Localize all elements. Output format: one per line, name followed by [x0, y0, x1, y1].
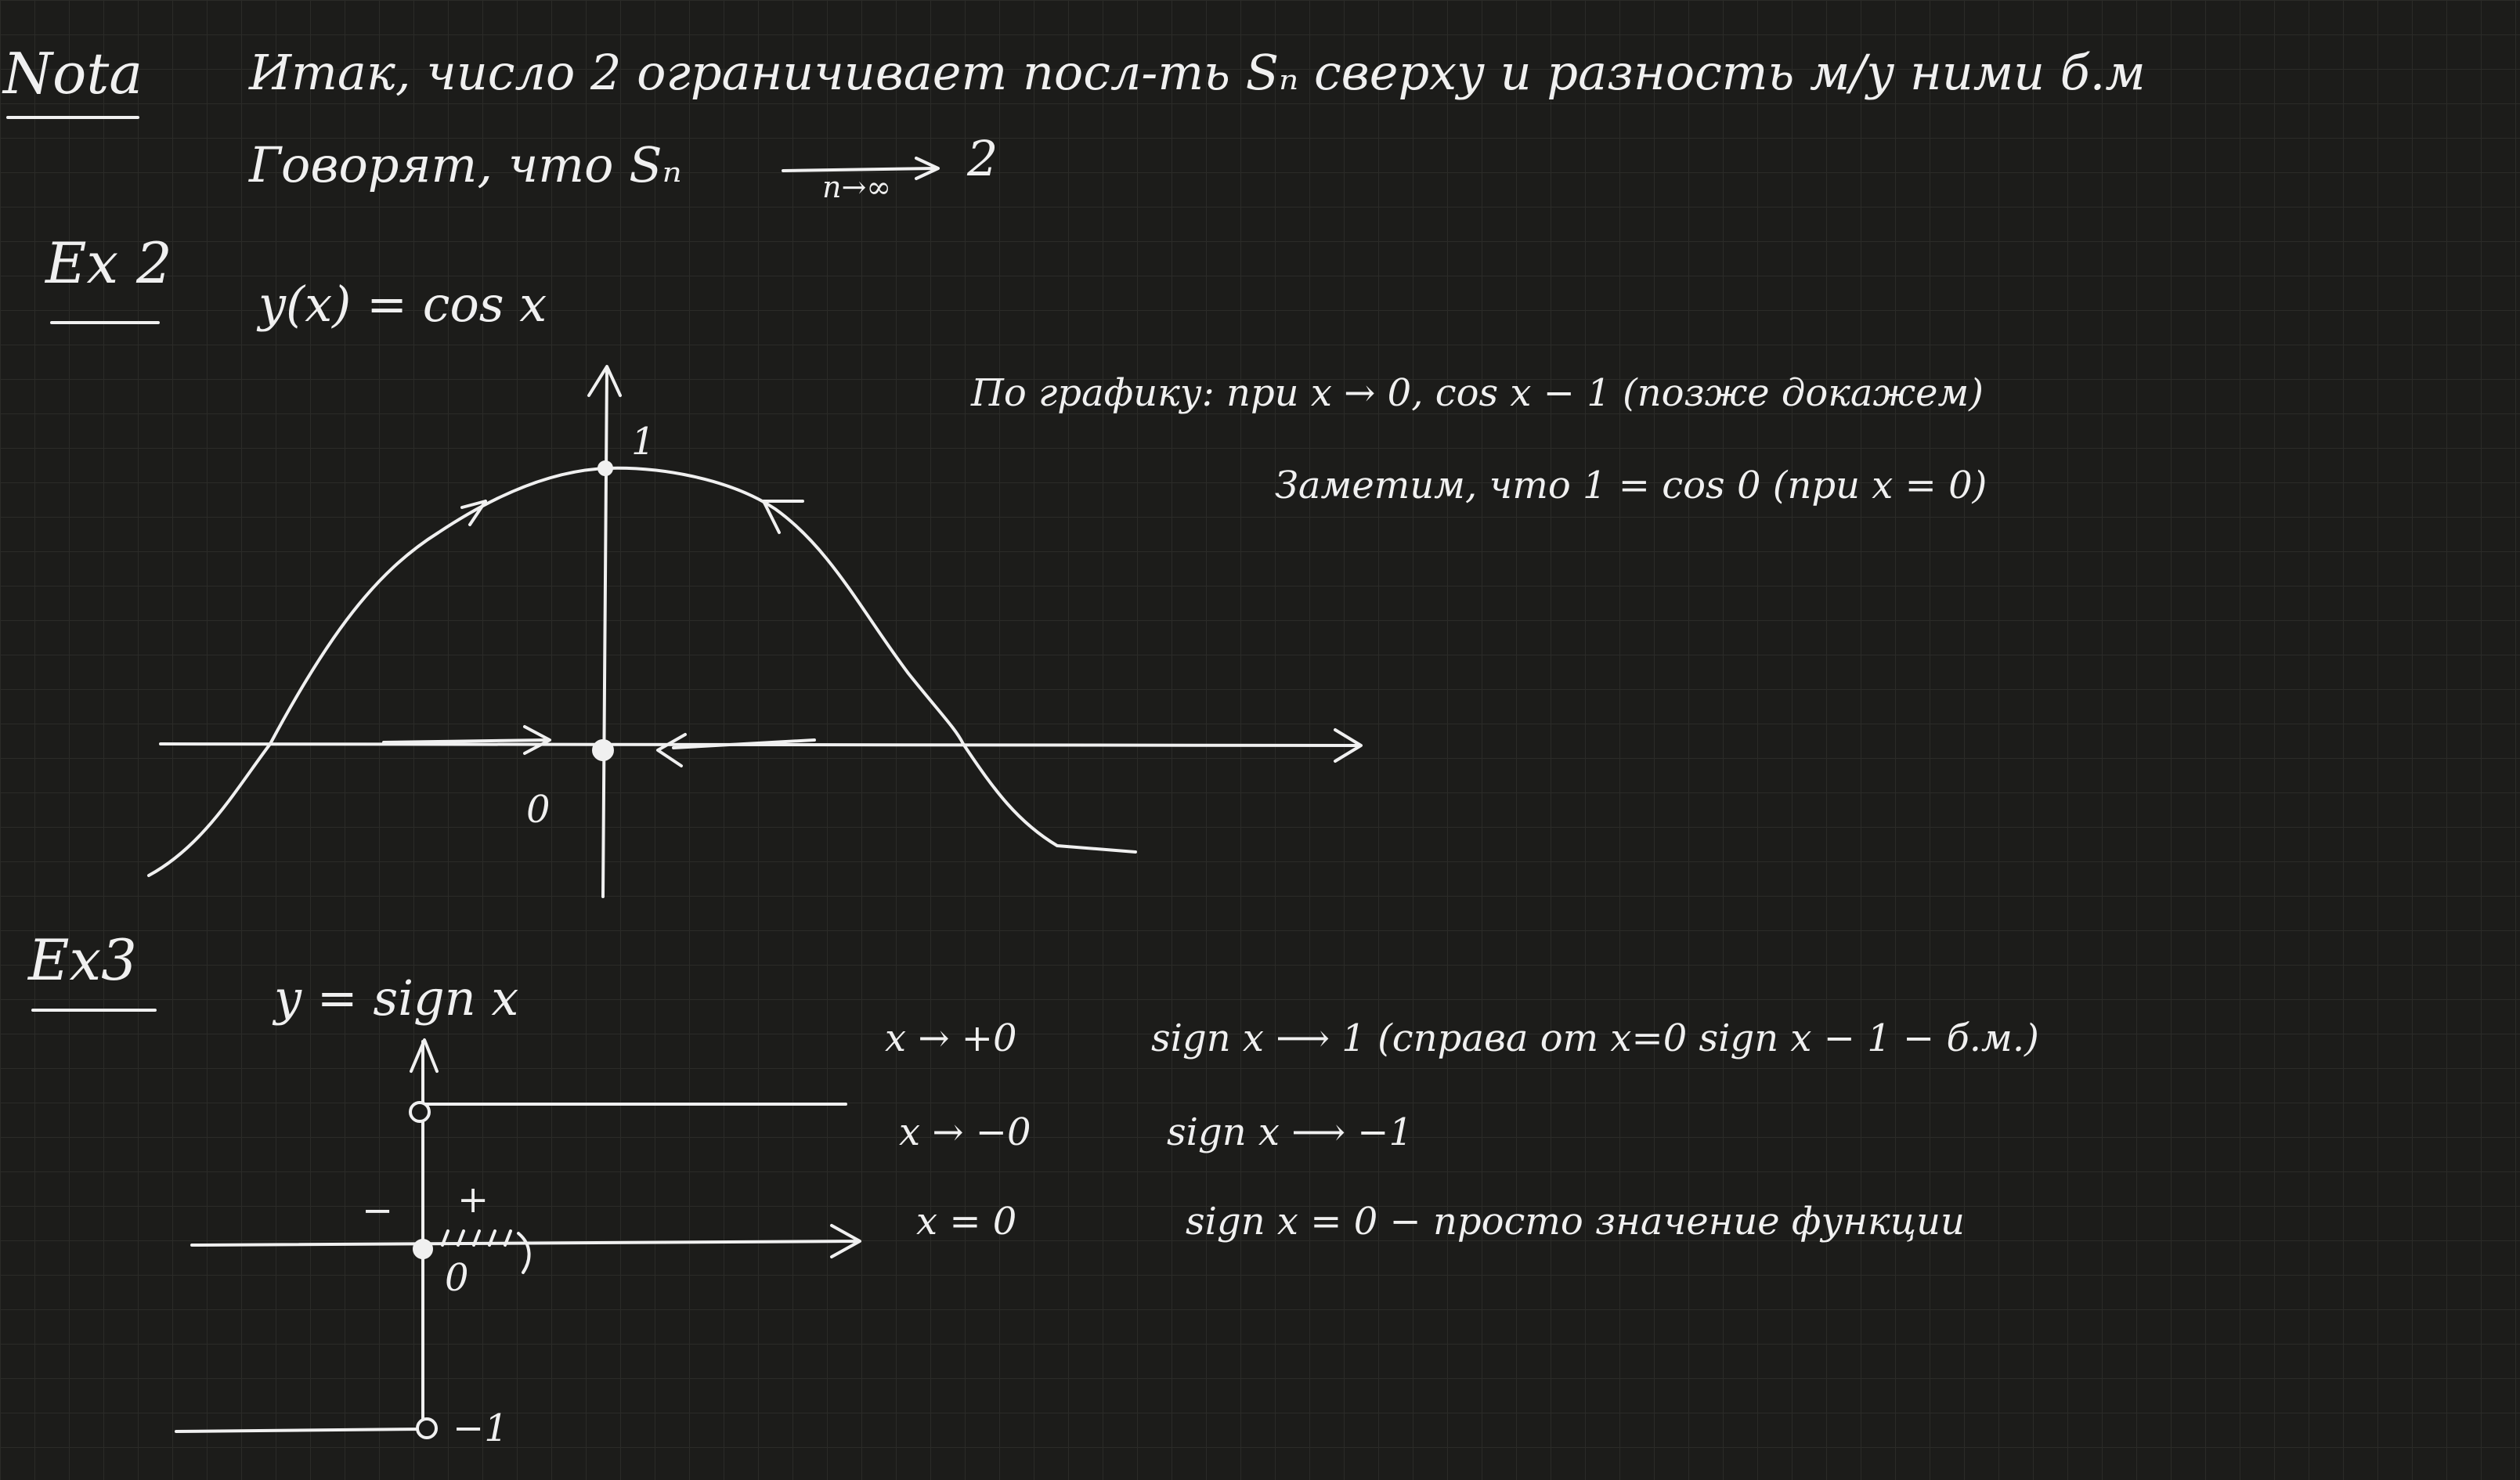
sign-upper-open-point — [409, 1101, 431, 1123]
cos-left-curve-arrow — [460, 500, 487, 526]
sign-neg-level-label: −1 — [453, 1406, 508, 1450]
ex3-row-3-condition: x = 0 — [916, 1200, 1017, 1244]
nota-underline — [6, 116, 139, 119]
cos-x-axis — [159, 728, 1363, 763]
sign-origin-point — [413, 1239, 433, 1259]
ex3-row-2-result: sign x ⟶ −1 — [1167, 1110, 1413, 1154]
limit-arrow — [782, 157, 940, 180]
sign-lower-open-point — [416, 1417, 438, 1439]
limit-value: 2 — [967, 130, 998, 187]
ex2-function: y(x) = cos x — [258, 276, 547, 333]
ex2-label: Ex 2 — [45, 230, 172, 296]
nota-line-1: Итак, число 2 ограничивает посл-ть Sₙ св… — [249, 44, 2146, 101]
cos-curve — [147, 466, 1137, 877]
cos-origin-point — [592, 739, 614, 761]
cos-y-axis — [587, 365, 622, 898]
ex3-row-2-condition: x → −0 — [899, 1110, 1031, 1154]
ex3-row-1-condition: x → +0 — [885, 1016, 1017, 1060]
cos-right-approach-arrow — [656, 733, 816, 767]
sign-hatching — [441, 1229, 531, 1274]
nota-line-2: Говорят, что Sₙ — [249, 136, 682, 193]
ex3-row-1-result: sign x ⟶ 1 (справа от x=0 sign x − 1 − б… — [1151, 1016, 2039, 1060]
sign-origin-label: 0 — [445, 1256, 469, 1300]
ex2-remark-2: Заметим, что 1 = cos 0 (при x = 0) — [1275, 464, 1987, 507]
cos-max-point — [598, 460, 613, 476]
limit-subscript: n→∞ — [822, 170, 891, 204]
sign-plus-label: + — [457, 1178, 489, 1222]
ex2-remark-1: По графику: при x → 0, cos x − 1 (позже … — [971, 371, 1984, 415]
ex3-function: y = sign x — [274, 969, 519, 1027]
nota-label: Nota — [3, 41, 143, 106]
ex3-underline — [31, 1009, 157, 1012]
sign-graph — [175, 1038, 861, 1439]
ex3-row-3-result: sign x = 0 − просто значение функции — [1186, 1200, 1965, 1244]
sign-y-axis — [410, 1038, 439, 1436]
cos-y-tick-label: 1 — [631, 420, 655, 464]
sign-minus-label: − — [362, 1189, 394, 1233]
cos-right-curve-arrow — [762, 500, 804, 534]
cos-left-approach-arrow — [382, 725, 551, 755]
sign-lower-ray — [175, 1428, 424, 1433]
ex2-underline — [50, 321, 160, 324]
cos-origin-label: 0 — [526, 788, 551, 832]
cos-graph — [147, 365, 1363, 898]
ex3-label: Ex3 — [28, 927, 137, 993]
